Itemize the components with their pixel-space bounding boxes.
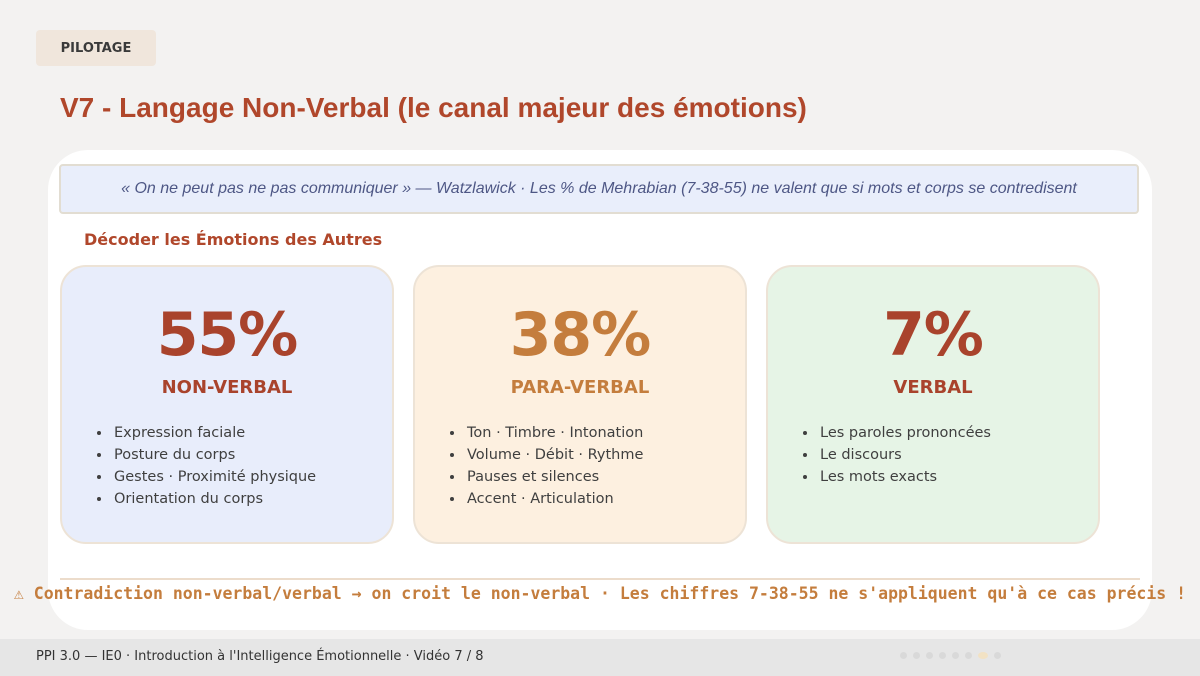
list-item: Accent · Articulation xyxy=(465,488,643,510)
card-label: VERBAL xyxy=(893,377,973,398)
progress-dot xyxy=(900,652,907,659)
quote-banner: « On ne peut pas ne pas communiquer » — … xyxy=(59,164,1139,214)
section-badge: PILOTAGE xyxy=(36,30,156,66)
footer-bar: PPI 3.0 — IE0 · Introduction à l'Intelli… xyxy=(0,639,1200,676)
list-item: Pauses et silences xyxy=(465,466,643,488)
divider xyxy=(60,578,1140,580)
card-percent: 55% xyxy=(156,300,299,370)
list-item: Les paroles prononcées xyxy=(818,422,991,444)
card-percent: 38% xyxy=(509,300,652,370)
section-title: Décoder les Émotions des Autres xyxy=(84,230,383,249)
card-label: NON-VERBAL xyxy=(161,377,293,398)
footer-text: PPI 3.0 — IE0 · Introduction à l'Intelli… xyxy=(36,649,484,664)
card-item-list: Expression faciale Posture du corps Gest… xyxy=(90,422,316,510)
progress-dot xyxy=(952,652,959,659)
progress-dot xyxy=(926,652,933,659)
list-item: Expression faciale xyxy=(112,422,316,444)
list-item: Le discours xyxy=(818,444,991,466)
progress-dot-current xyxy=(978,652,988,659)
progress-dot xyxy=(994,652,1001,659)
card-para-verbal: 38% PARA-VERBAL Ton · Timbre · Intonatio… xyxy=(413,265,747,544)
list-item: Gestes · Proximité physique xyxy=(112,466,316,488)
progress-dots xyxy=(900,652,1001,659)
list-item: Les mots exacts xyxy=(818,466,991,488)
progress-dot xyxy=(965,652,972,659)
card-label: PARA-VERBAL xyxy=(510,377,650,398)
progress-dot xyxy=(939,652,946,659)
warning-note: ⚠ Contradiction non-verbal/verbal → on c… xyxy=(13,584,1187,603)
card-verbal: 7% VERBAL Les paroles prononcées Le disc… xyxy=(766,265,1100,544)
list-item: Posture du corps xyxy=(112,444,316,466)
card-percent: 7% xyxy=(883,300,984,370)
page-title: V7 - Langage Non-Verbal (le canal majeur… xyxy=(60,92,807,123)
list-item: Orientation du corps xyxy=(112,488,316,510)
progress-dot xyxy=(913,652,920,659)
list-item: Ton · Timbre · Intonation xyxy=(465,422,643,444)
card-item-list: Ton · Timbre · Intonation Volume · Débit… xyxy=(443,422,643,510)
list-item: Volume · Débit · Rythme xyxy=(465,444,643,466)
card-item-list: Les paroles prononcées Le discours Les m… xyxy=(796,422,991,488)
card-non-verbal: 55% NON-VERBAL Expression faciale Postur… xyxy=(60,265,394,544)
